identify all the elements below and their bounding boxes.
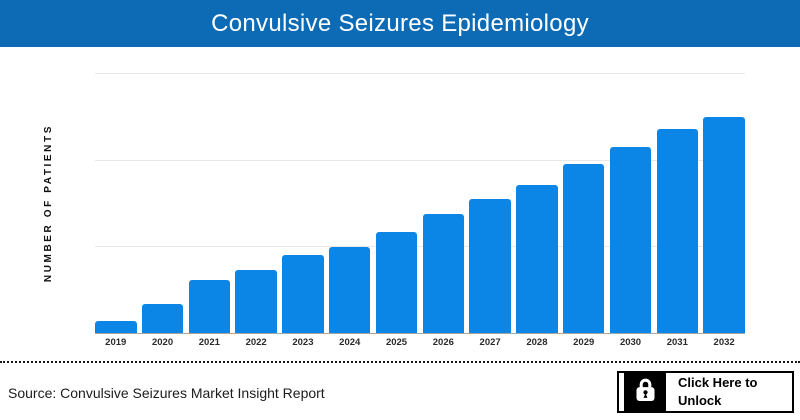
x-tick-2023: 2023: [292, 337, 314, 348]
x-tick-2030: 2030: [619, 337, 642, 348]
bar-rect-2025: [375, 232, 418, 333]
bar-2019: [95, 73, 137, 333]
gridline: [95, 159, 745, 161]
bars: [95, 73, 745, 333]
y-axis-label: NUMBER OF PATIENTS: [0, 73, 96, 333]
gridline: [95, 246, 745, 248]
lock-icon: [634, 377, 657, 407]
bar-2024: [328, 73, 371, 333]
bar-rect-2022: [235, 270, 277, 333]
x-tick-2025: 2025: [385, 337, 408, 348]
y-axis-label-text: NUMBER OF PATIENTS: [42, 123, 54, 283]
bar-rect-2024: [328, 246, 371, 333]
bar-rect-2031: [656, 128, 699, 333]
x-tick-2021: 2021: [198, 337, 220, 348]
bar-2023: [282, 73, 324, 333]
x-tick-2032: 2032: [713, 337, 735, 348]
bar-2032: [703, 73, 745, 333]
x-tick-2019: 2019: [105, 337, 127, 348]
bar-chart-plot-area: [95, 73, 745, 334]
header-banner: Convulsive Seizures Epidemiology: [0, 0, 800, 47]
bar-rect-2032: [703, 116, 745, 333]
unlock-button-line2: Unlock: [678, 393, 722, 408]
x-tick-2027: 2027: [479, 337, 501, 348]
bar-rect-2028: [516, 185, 558, 333]
bar-rect-2026: [422, 213, 465, 333]
x-tick-2026: 2026: [432, 337, 454, 348]
bar-rect-2020: [141, 303, 184, 333]
x-tick-2028: 2028: [526, 337, 548, 348]
x-tick-2029: 2029: [573, 337, 595, 348]
bar-2022: [235, 73, 277, 333]
bar-2030: [609, 73, 652, 333]
x-axis-labels: 2019 2020 2021 2022 2023 2024 2025 2026 2027 2028…: [95, 337, 745, 348]
bar-2025: [375, 73, 418, 333]
unlock-button-label: Click Here to Unlock: [678, 374, 757, 410]
bar-2026: [422, 73, 465, 333]
x-axis-line: [95, 333, 745, 334]
bar-rect-2027: [469, 199, 511, 333]
bar-rect-2030: [609, 147, 652, 333]
x-tick-2024: 2024: [339, 337, 361, 348]
source-text: Source: Convulsive Seizures Market Insig…: [8, 385, 325, 401]
bar-2028: [516, 73, 558, 333]
bar-rect-2019: [95, 321, 137, 333]
unlock-button[interactable]: Click Here to Unlock: [617, 371, 794, 413]
bar-rect-2023: [282, 255, 324, 333]
bar-2020: [141, 73, 184, 333]
bar-2021: [188, 73, 231, 333]
gridline: [95, 73, 745, 74]
lock-box: [624, 373, 666, 411]
x-tick-2020: 2020: [151, 337, 174, 348]
bar-2029: [562, 73, 605, 333]
bar-2027: [469, 73, 511, 333]
bar-rect-2021: [188, 279, 231, 333]
x-tick-2022: 2022: [245, 337, 267, 348]
dotted-separator: [0, 361, 800, 363]
bar-rect-2029: [562, 164, 605, 333]
x-tick-2031: 2031: [666, 337, 688, 348]
page-title: Convulsive Seizures Epidemiology: [211, 9, 589, 37]
unlock-button-line1: Click Here to: [678, 374, 758, 390]
bar-2031: [656, 73, 699, 333]
